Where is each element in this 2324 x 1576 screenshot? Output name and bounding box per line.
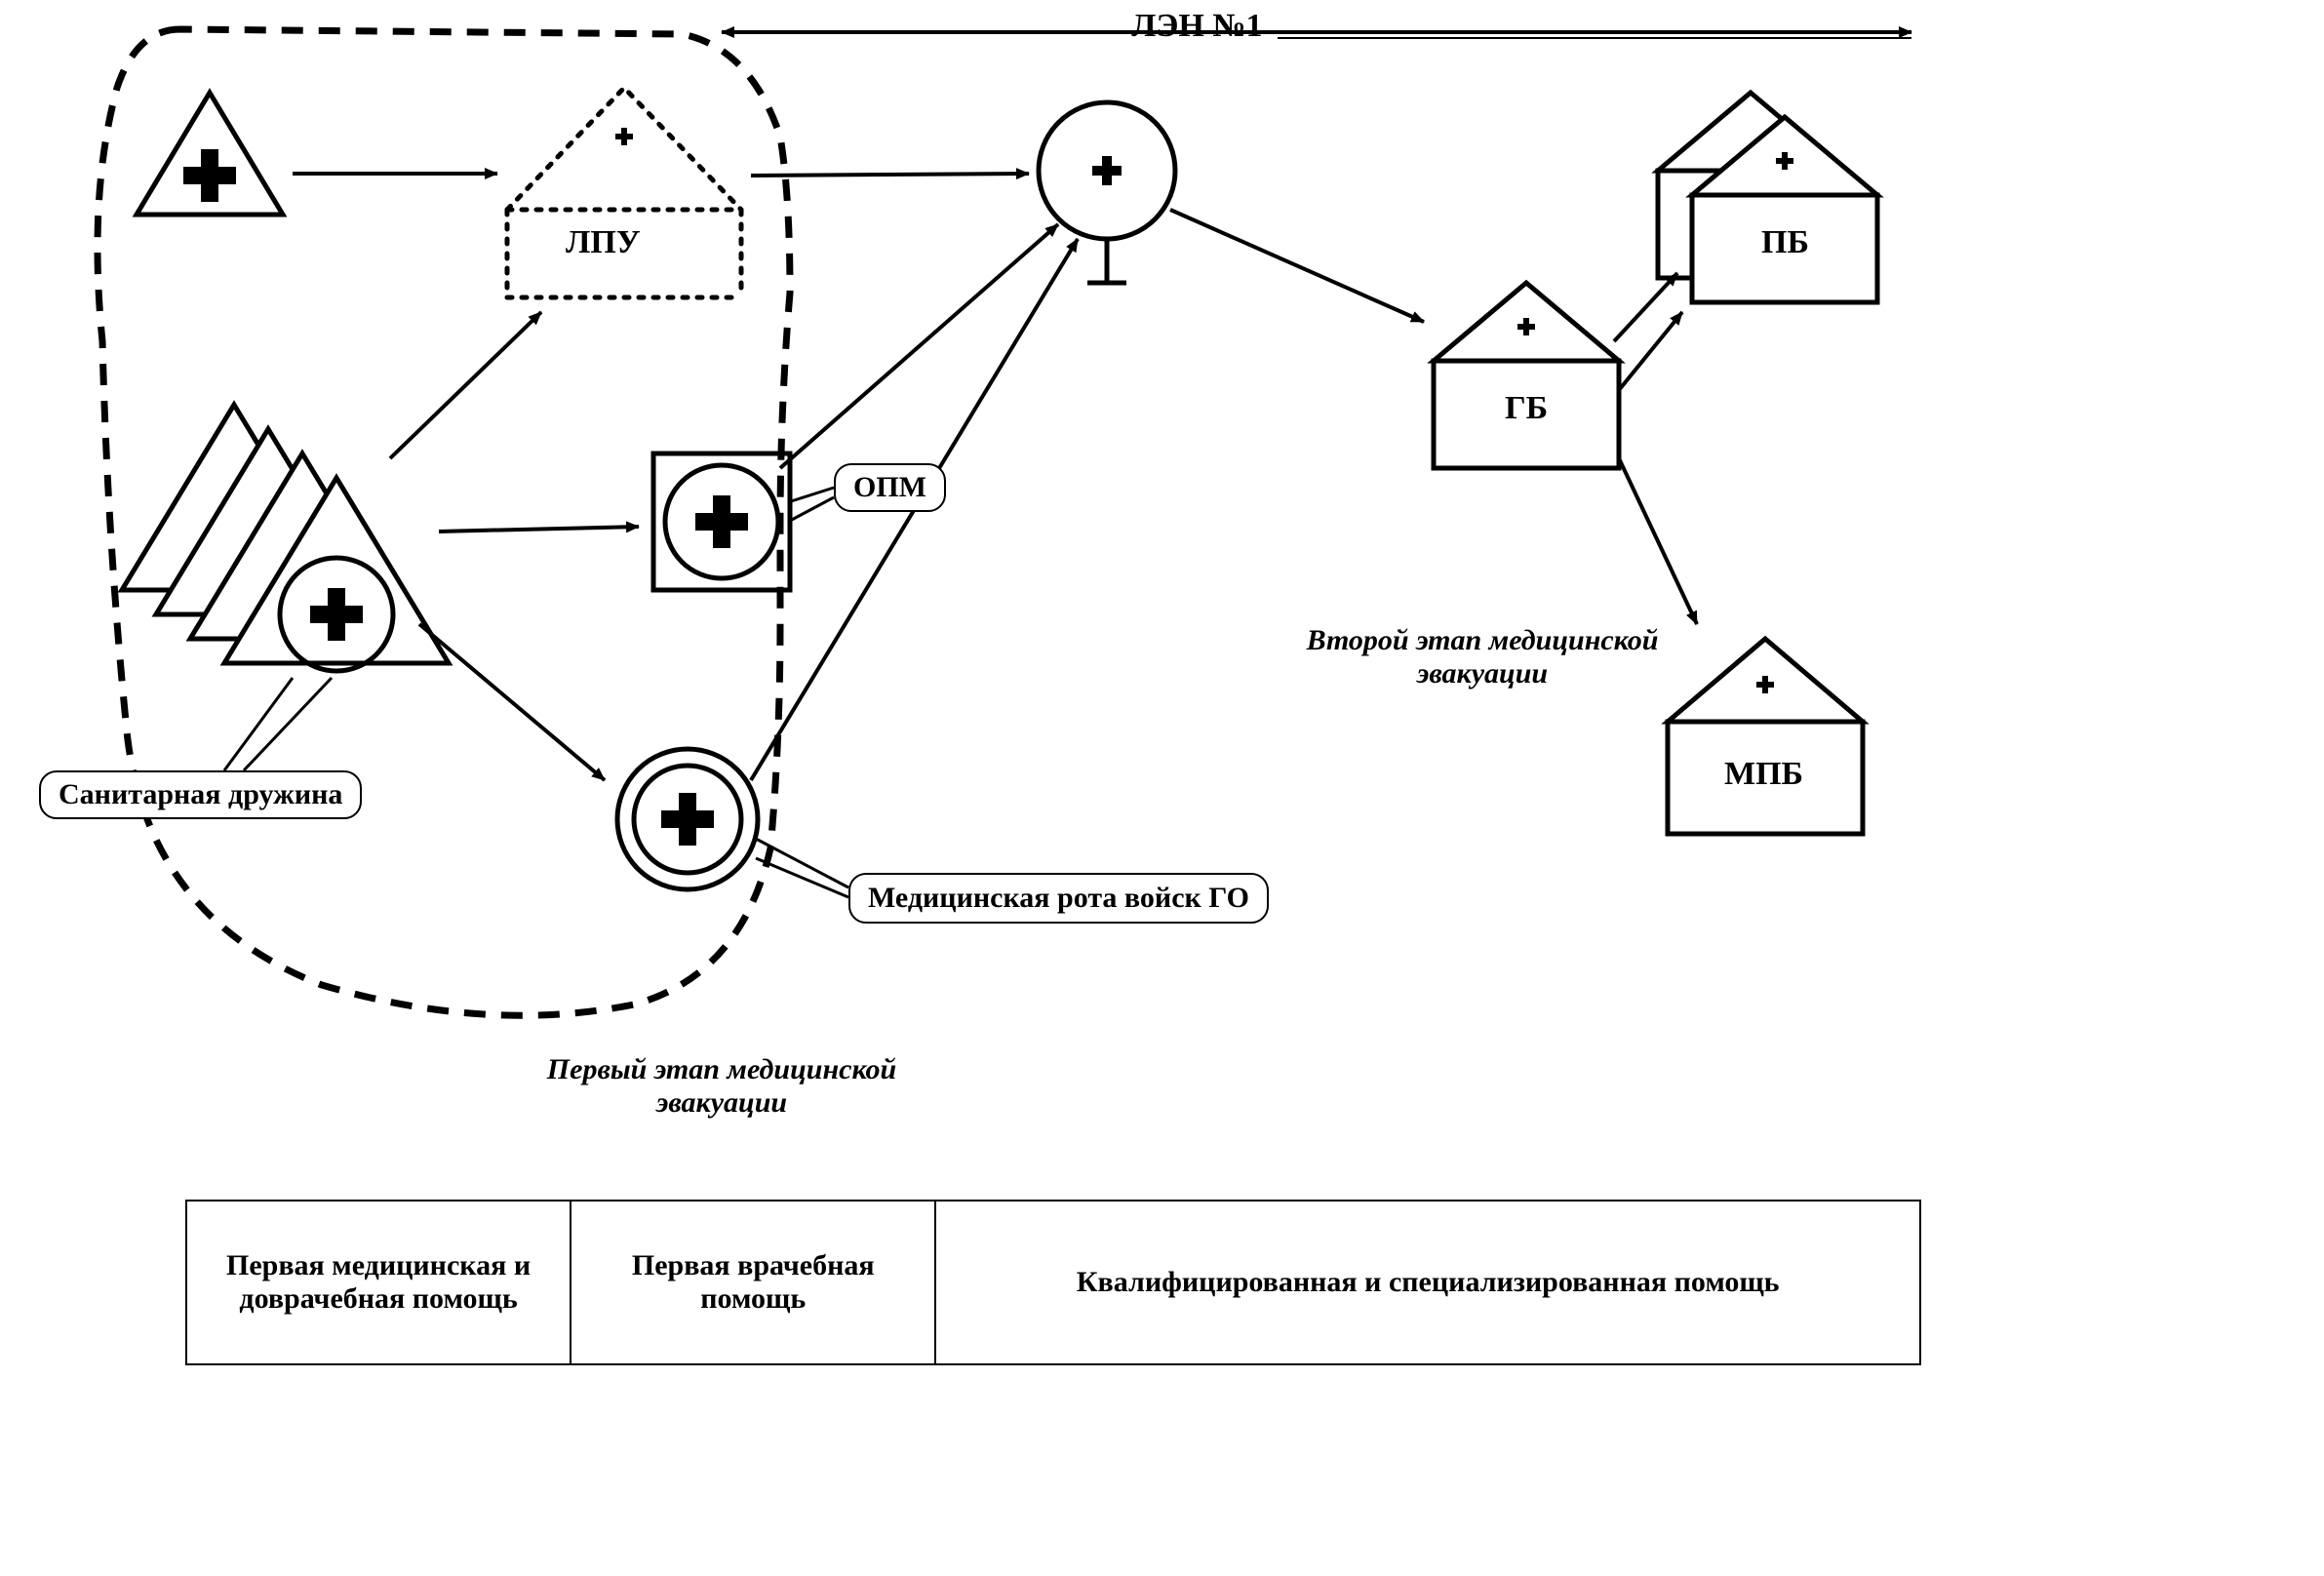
table-cell-2: Первая врачебная помощь — [571, 1202, 936, 1363]
edge-stack-opm — [439, 527, 639, 532]
pb-label: ПБ — [1761, 224, 1809, 261]
table-cell-3: Квалифицированная и специализированная п… — [936, 1202, 1919, 1363]
stage2-label: Второй этап медицинской эвакуации — [1297, 624, 1668, 690]
edge-stack-medrota — [419, 624, 605, 780]
edge-lpu-center — [751, 174, 1029, 176]
lpu-node — [507, 88, 741, 297]
edge-center-gb — [1170, 210, 1424, 322]
gb-label: ГБ — [1505, 390, 1548, 427]
diagram-canvas: ЛЭН №1 ЛПУ ГБ ПБ МПБ Санитарная дружина … — [0, 0, 2324, 1576]
mpb-label: МПБ — [1724, 756, 1803, 793]
mpb-node — [1668, 639, 1863, 834]
triangle-node-1 — [137, 93, 283, 215]
opm-callout: ОПМ — [834, 463, 946, 512]
med-rota-node — [617, 749, 758, 889]
help-types-table: Первая медицинская и доврачебная помощь … — [185, 1200, 1921, 1365]
len-underline — [1278, 37, 1911, 39]
opm-node — [653, 453, 790, 590]
len-label: ЛЭН №1 — [1131, 8, 1263, 45]
table-cell-1: Первая медицинская и доврачебная помощь — [187, 1202, 571, 1363]
center-circle-node — [1039, 102, 1175, 283]
stage1-label: Первый этап медицинской эвакуации — [527, 1053, 917, 1120]
triangle-stack — [122, 405, 449, 671]
san-druzhina-callout: Санитарная дружина — [39, 770, 362, 819]
gb-node — [1434, 283, 1619, 468]
med-rota-callout: Медицинская рота войск ГО — [848, 873, 1269, 924]
edge-gb-mpb — [1619, 458, 1697, 624]
edge-stack-lpu — [390, 312, 541, 458]
lpu-label: ЛПУ — [566, 224, 641, 261]
med-rota-text: Медицинская рота войск ГО — [868, 882, 1249, 914]
edge-opm-center — [780, 224, 1058, 468]
